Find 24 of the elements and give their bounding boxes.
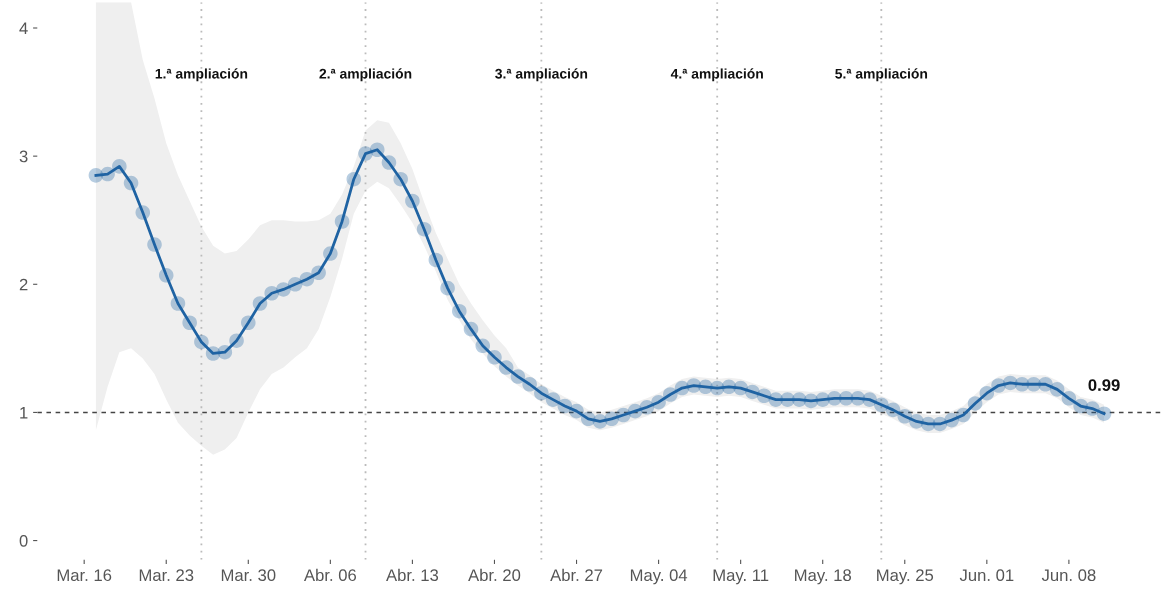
x-tick-label: May. 11 <box>713 569 769 585</box>
x-tick-label: Mar. 16 <box>57 569 112 582</box>
y-tick-label: 3 <box>19 150 28 163</box>
y-tick-label: 4 <box>19 22 28 35</box>
x-tick-label: Abr. 20 <box>468 568 521 582</box>
x-tick-label: Abr. 27 <box>550 568 603 582</box>
annotation: 0.99 <box>1088 379 1120 391</box>
x-tick-label: May. 18 <box>795 569 852 585</box>
x-tick-label: Mar. 30 <box>221 569 276 582</box>
y-tick-label: 1 <box>20 407 28 419</box>
x-tick-label: Abr. 06 <box>303 568 357 582</box>
x-tick-label: Abr. 13 <box>386 568 439 582</box>
ref-line-label: 4.ª ampliación <box>670 68 763 82</box>
y-tick-label: 0 <box>19 534 28 547</box>
x-tick-label: May. 04 <box>630 569 688 585</box>
x-tick-label: Jun. 08 <box>1041 569 1096 582</box>
ref-line-label: 1.ª ampliación <box>155 68 248 82</box>
y-tick-label: 2 <box>19 278 28 291</box>
x-tick-label: Mar. 23 <box>139 569 194 582</box>
ref-line-label: 5.ª ampliación <box>835 68 928 82</box>
ref-line-label: 3.ª ampliación <box>495 68 588 82</box>
x-tick-label: Jun. 01 <box>959 569 1014 582</box>
ref-line-label: 2.ª ampliación <box>319 68 412 82</box>
x-tick-label: May. 25 <box>877 569 934 585</box>
